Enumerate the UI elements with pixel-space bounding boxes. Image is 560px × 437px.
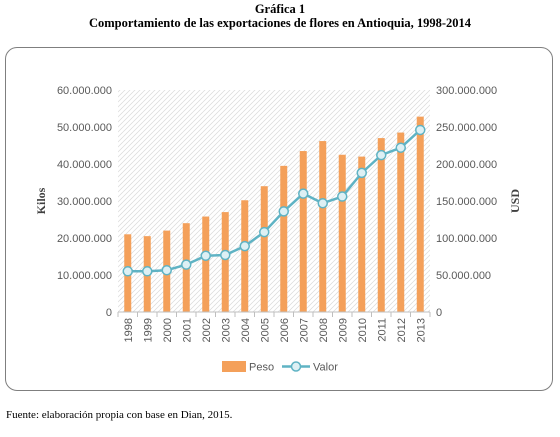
y-tick-label: 60.000.000 — [57, 85, 112, 97]
x-tick-label: 2004 — [240, 318, 252, 342]
x-tick-label: 2008 — [318, 318, 330, 342]
bar-2013 — [416, 116, 424, 312]
valor-point-2011 — [376, 149, 387, 161]
valor-point-2005 — [259, 226, 270, 238]
bar-2005 — [260, 186, 268, 312]
x-tick-label: 1998 — [123, 318, 135, 342]
valor-point-2009 — [337, 191, 348, 202]
legend-label-valor: Valor — [313, 362, 338, 374]
y2-tick-label: 100.000.000 — [436, 233, 497, 245]
legend-marker-valor — [290, 361, 302, 372]
valor-point-2008 — [317, 197, 328, 209]
y2-axis-title: USD — [508, 189, 522, 213]
y2-tick-label: 150.000.000 — [436, 196, 497, 208]
labels-group: 1998 1999 2000 2001 2002 2003 2004 2005 2006 2007… — [57, 85, 497, 342]
y-tick-label: 10.000.000 — [57, 270, 112, 282]
x-tick-label: 2006 — [279, 318, 291, 342]
y2-tick-label: 300.000.000 — [436, 85, 497, 97]
y2-tick-label: 0 — [436, 307, 442, 319]
valor-point-2002 — [200, 250, 211, 262]
y2-tick-label: 250.000.000 — [436, 122, 497, 134]
y-tick-label: 50.000.000 — [57, 122, 112, 134]
x-tick-label: 2013 — [415, 318, 427, 342]
chart-title: Comportamiento de las exportaciones de f… — [88, 16, 472, 30]
valor-point-1999 — [142, 266, 153, 277]
y-tick-label: 40.000.000 — [57, 159, 112, 171]
chart-label: Gráfica 1 — [254, 2, 306, 16]
x-tick-label: 2011 — [376, 318, 388, 342]
bar-2004 — [241, 200, 249, 312]
source-note: Fuente: elaboración propia con base en D… — [6, 409, 233, 421]
bar-2009 — [338, 154, 346, 312]
y2-tick-label: 50.000.000 — [436, 270, 491, 282]
axes-group — [117, 311, 431, 317]
x-tick-label: 2009 — [337, 318, 349, 342]
x-tick-label: 2003 — [220, 318, 232, 342]
x-tick-label: 1999 — [142, 318, 154, 342]
x-tick-label: 2002 — [201, 318, 213, 342]
legend: Peso Valor — [222, 361, 338, 374]
bar-2008 — [319, 141, 327, 312]
bar-2003 — [221, 212, 229, 312]
valor-point-2006 — [278, 206, 289, 217]
y-tick-label: 0 — [106, 307, 112, 319]
x-tick-label: 2005 — [259, 318, 271, 342]
bar-2002 — [202, 216, 210, 312]
valor-point-2001 — [181, 259, 192, 270]
valor-point-2000 — [161, 264, 172, 276]
valor-point-2004 — [239, 240, 250, 252]
bar-2012 — [397, 132, 405, 312]
x-tick-label: 2000 — [162, 318, 174, 342]
y2-tick-label: 200.000.000 — [436, 159, 497, 171]
bar-2006 — [280, 165, 288, 312]
valor-point-2003 — [220, 249, 231, 261]
legend-label-peso: Peso — [249, 362, 274, 374]
x-tick-label: 2001 — [181, 318, 193, 342]
valor-line — [127, 129, 422, 273]
x-tick-label: 2007 — [298, 318, 310, 342]
valor-point-2007 — [298, 188, 309, 199]
bar-2007 — [299, 151, 307, 312]
y-axis-title: Kilos — [34, 187, 48, 214]
y-tick-label: 20.000.000 — [57, 233, 112, 245]
y-tick-label: 30.000.000 — [57, 196, 112, 208]
x-tick-label: 2012 — [396, 318, 408, 342]
bar-2010 — [358, 156, 366, 312]
x-tick-label: 2010 — [357, 318, 369, 342]
valor-point-2013 — [415, 124, 426, 136]
line-group — [122, 124, 426, 277]
legend-swatch-peso — [222, 361, 246, 372]
bar-2011 — [377, 138, 385, 312]
valor-point-2010 — [356, 167, 367, 179]
valor-point-1998 — [122, 266, 133, 277]
valor-point-2012 — [395, 142, 406, 153]
